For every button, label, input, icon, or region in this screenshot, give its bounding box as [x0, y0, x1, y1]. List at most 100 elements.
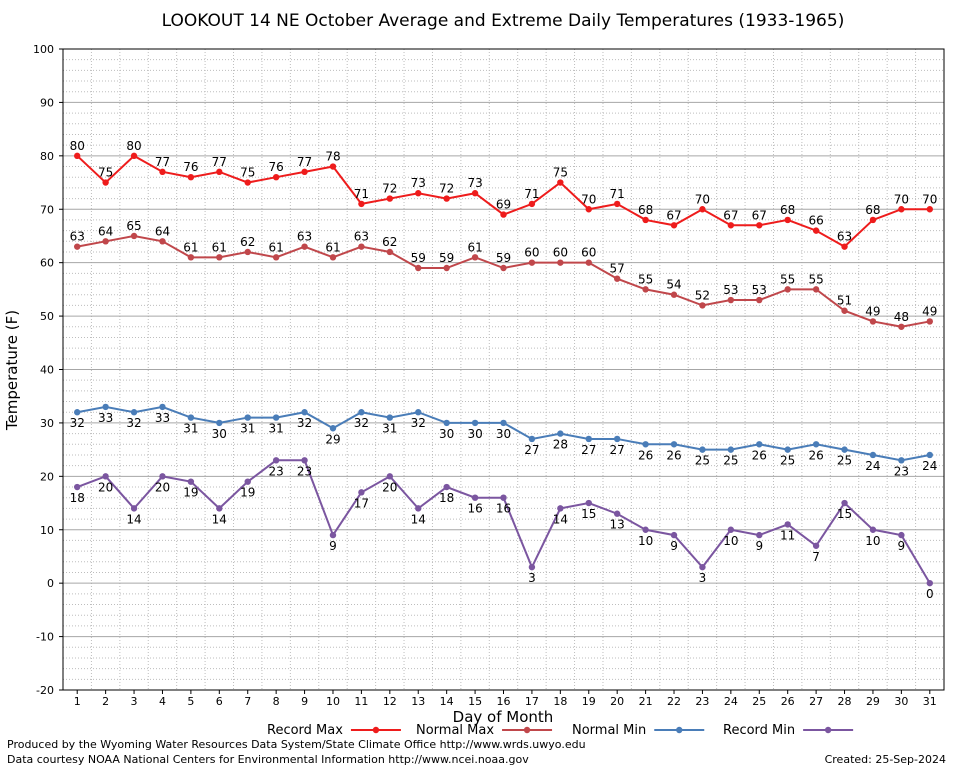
data-label: 18: [70, 491, 85, 505]
data-point: [216, 419, 223, 427]
data-label: 23: [269, 464, 284, 478]
data-point: [301, 168, 308, 176]
data-label: 11: [780, 528, 795, 542]
data-point: [159, 473, 166, 480]
data-label: 10: [865, 534, 880, 548]
data-point: [727, 526, 735, 533]
data-label: 70: [695, 192, 710, 206]
data-label: 64: [155, 224, 170, 238]
legend-item: Record Min: [723, 723, 854, 738]
data-point: [756, 222, 763, 229]
data-label: 19: [183, 486, 198, 500]
data-label: 60: [524, 246, 539, 260]
data-point: [471, 254, 479, 261]
data-label: 32: [297, 416, 312, 430]
data-label: 31: [269, 422, 284, 436]
data-label: 26: [752, 448, 767, 462]
data-label: 53: [752, 283, 767, 297]
data-label: 61: [183, 240, 198, 254]
data-point: [102, 238, 109, 245]
data-point: [358, 200, 365, 208]
data-point: [329, 163, 337, 170]
x-tick-label: 15: [468, 695, 482, 708]
data-point: [187, 478, 195, 485]
y-tick-label: 60: [40, 257, 54, 270]
data-point: [699, 446, 706, 453]
data-label: 18: [439, 491, 454, 505]
data-point: [727, 446, 735, 453]
data-point: [471, 494, 479, 501]
y-tick-label: 100: [33, 43, 54, 56]
data-label: 71: [524, 187, 539, 201]
data-point: [613, 200, 621, 208]
data-label: 75: [553, 166, 568, 180]
data-label: 70: [922, 192, 937, 206]
footer-data-courtesy: Data courtesy NOAA National Centers for …: [7, 753, 529, 766]
data-point: [74, 152, 81, 160]
data-point: [272, 414, 280, 421]
x-tick-label: 28: [838, 695, 852, 708]
data-label: 66: [808, 214, 823, 228]
data-point: [159, 403, 166, 411]
data-label: 77: [297, 155, 312, 169]
x-axis-label: Day of Month: [453, 708, 554, 726]
series-record-min: 18 20 14 20 19 14 19 23 23 9 17 20 14 18 16 16 3 14 15 13 10…: [70, 457, 934, 601]
data-label: 80: [126, 139, 141, 153]
data-point: [898, 457, 905, 464]
data-label: 70: [581, 192, 596, 206]
data-label: 17: [354, 496, 369, 510]
data-point: [841, 446, 848, 453]
data-label: 61: [467, 240, 482, 254]
data-label: 20: [382, 480, 397, 494]
data-label: 32: [411, 416, 426, 430]
data-point: [74, 483, 81, 491]
data-point: [812, 542, 820, 549]
y-tick-label: -20: [36, 684, 54, 697]
x-tick-label: 5: [187, 695, 194, 708]
data-point: [585, 499, 592, 507]
data-point: [756, 296, 763, 304]
x-tick-label: 30: [894, 695, 908, 708]
data-point: [358, 409, 365, 416]
x-tick-label: 22: [667, 695, 681, 708]
data-point: [358, 243, 365, 250]
x-tick-label: 7: [244, 695, 251, 708]
series-record-max: 80 75 80 77 76 77 75 76 77 78 71 72 73 72 73 69 71 75 70 71…: [70, 139, 937, 250]
legend-marker: [523, 726, 531, 734]
data-point: [329, 425, 337, 432]
data-label: 9: [670, 539, 678, 553]
x-tick-label: 9: [301, 695, 308, 708]
y-tick-label: 50: [40, 310, 54, 323]
x-tick-label: 12: [383, 695, 397, 708]
data-point: [898, 206, 905, 213]
data-point: [528, 563, 536, 571]
data-point: [670, 531, 678, 539]
legend-label: Normal Max: [416, 723, 494, 738]
data-point: [585, 435, 592, 443]
data-label: 25: [695, 454, 710, 468]
data-point: [812, 227, 820, 234]
data-label: 63: [354, 230, 369, 244]
data-point: [415, 264, 422, 272]
data-point: [443, 483, 450, 491]
data-point: [784, 286, 791, 293]
x-tick-label: 18: [553, 695, 567, 708]
data-label: 68: [638, 203, 653, 217]
y-tick-label: 30: [40, 417, 54, 430]
legend-label: Normal Min: [572, 723, 646, 738]
data-point: [216, 168, 223, 176]
data-point: [926, 318, 933, 325]
x-tick-label: 1: [74, 695, 81, 708]
data-label: 32: [354, 416, 369, 430]
data-point: [74, 409, 81, 416]
data-point: [130, 232, 138, 240]
legend-item: Normal Max: [416, 723, 553, 738]
data-label: 29: [325, 432, 340, 446]
data-point: [130, 152, 138, 160]
data-label: 70: [894, 192, 909, 206]
y-tick-label: 40: [40, 364, 54, 377]
data-label: 30: [439, 427, 454, 441]
data-label: 48: [894, 310, 909, 324]
